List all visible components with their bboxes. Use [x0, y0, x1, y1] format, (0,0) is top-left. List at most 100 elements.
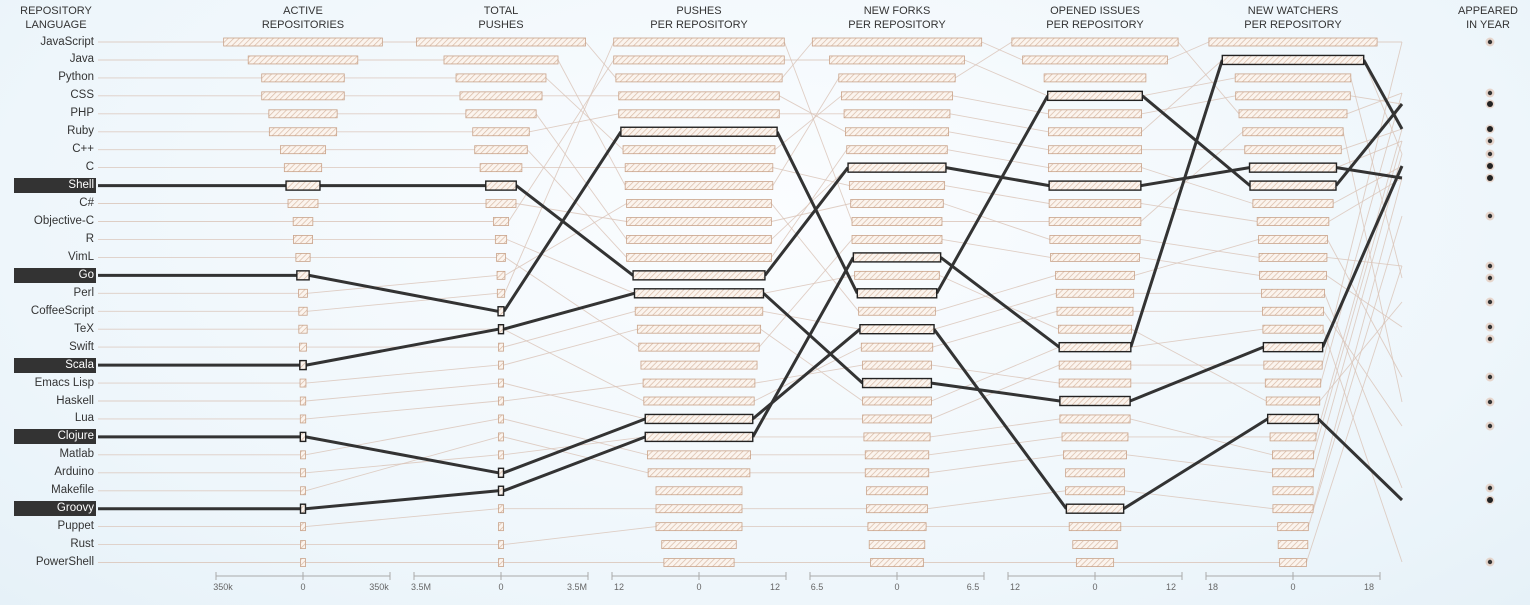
- language-label-emacs-lisp[interactable]: Emacs Lisp: [34, 376, 94, 389]
- bar: [1272, 468, 1314, 478]
- bar: [626, 235, 772, 244]
- bar: [661, 540, 737, 549]
- language-label-r[interactable]: R: [85, 232, 94, 245]
- bar: [868, 540, 926, 549]
- language-label-php[interactable]: PHP: [70, 107, 94, 120]
- bar: [638, 342, 760, 352]
- bar: [867, 522, 927, 532]
- bar: [1058, 360, 1132, 370]
- bar: [1048, 145, 1142, 155]
- language-label-matlab[interactable]: Matlab: [59, 448, 94, 461]
- year-dot: [1487, 90, 1493, 96]
- language-label-coffeescript[interactable]: CoffeeScript: [30, 304, 94, 317]
- bar: [838, 73, 956, 83]
- bar: [268, 109, 338, 119]
- language-label-objective-c[interactable]: Objective-C: [33, 215, 94, 227]
- bar: [496, 252, 506, 262]
- highlight-bar-shell: [847, 162, 947, 173]
- language-label-clojure[interactable]: Clojure: [14, 429, 96, 445]
- bar: [1277, 540, 1309, 549]
- language-label-go[interactable]: Go: [14, 267, 96, 283]
- column-header-opened-issues: OPENED ISSUES PER REPOSITORY: [1020, 4, 1170, 32]
- bar: [1264, 378, 1322, 388]
- bar: [295, 252, 311, 262]
- year-dot: [1487, 374, 1493, 380]
- bar: [1058, 378, 1132, 388]
- highlight-bar-groovy: [1221, 54, 1365, 66]
- connector-line: [98, 215, 1403, 546]
- bar: [1258, 235, 1328, 244]
- bar: [300, 522, 306, 532]
- highlight-bar-go: [296, 270, 310, 281]
- language-label-rust[interactable]: Rust: [70, 538, 94, 551]
- column-header-active-repos: ACTIVE REPOSITORIES: [228, 4, 378, 32]
- bar: [618, 109, 780, 119]
- bar: [863, 432, 931, 442]
- language-label-java[interactable]: Java: [69, 53, 94, 66]
- connector-line: [98, 59, 1403, 279]
- highlight-bar-go: [620, 126, 778, 137]
- language-label-javascript[interactable]: JavaScript: [40, 35, 94, 48]
- bar: [459, 91, 543, 101]
- language-header-line1: REPOSITORY: [20, 5, 92, 17]
- language-label-groovy[interactable]: Groovy: [14, 501, 96, 517]
- language-label-swift[interactable]: Swift: [69, 340, 94, 353]
- language-label-makefile[interactable]: Makefile: [51, 484, 94, 497]
- bar: [858, 306, 936, 316]
- bar: [841, 91, 953, 101]
- language-label-c[interactable]: C: [85, 161, 94, 174]
- language-label-perl[interactable]: Perl: [73, 286, 94, 299]
- bar: [465, 109, 537, 119]
- connector-line: [98, 153, 1403, 492]
- bar: [1063, 450, 1127, 460]
- bar: [1262, 306, 1324, 316]
- bar: [663, 558, 735, 567]
- connector-line: [98, 167, 1403, 222]
- tick-label: 18: [1363, 582, 1375, 592]
- bar: [1048, 109, 1142, 119]
- language-label-lua[interactable]: Lua: [74, 412, 94, 425]
- header-line2: PER REPOSITORY: [1244, 19, 1342, 31]
- bar: [496, 288, 506, 298]
- column-header-pushes-per-repo: PUSHES PER REPOSITORY: [624, 4, 774, 32]
- bar: [1279, 558, 1307, 567]
- connector-line: [98, 238, 1403, 402]
- language-label-arduino[interactable]: Arduino: [54, 466, 94, 479]
- highlight-bar-shell: [1048, 180, 1142, 191]
- connector-line: [98, 149, 1403, 258]
- highlight-line-clojure: [98, 328, 1404, 510]
- header-line2: PER REPOSITORY: [650, 19, 748, 31]
- language-label-c-[interactable]: C++: [72, 143, 94, 156]
- bar: [626, 252, 772, 262]
- year-dot: [1487, 275, 1493, 281]
- bar: [498, 432, 504, 442]
- bar: [640, 360, 758, 370]
- language-label-python[interactable]: Python: [58, 71, 94, 84]
- language-label-puppet[interactable]: Puppet: [57, 520, 94, 533]
- tick-label: 6.5: [810, 582, 824, 592]
- bar: [851, 235, 943, 244]
- bar: [1234, 73, 1352, 83]
- language-label-haskell[interactable]: Haskell: [56, 394, 94, 407]
- language-label-css[interactable]: CSS: [70, 89, 94, 102]
- bar: [1208, 37, 1378, 47]
- tick-label: 0: [300, 582, 306, 592]
- tick-label: 12: [1165, 582, 1177, 592]
- year-dot: [1487, 138, 1493, 144]
- bar: [498, 360, 504, 370]
- highlight-bar-shell: [285, 180, 321, 191]
- bar: [300, 450, 306, 460]
- language-label-ruby[interactable]: Ruby: [67, 125, 94, 138]
- language-label-viml[interactable]: VimL: [68, 250, 94, 263]
- bar: [298, 288, 308, 298]
- bar: [1058, 324, 1132, 334]
- language-label-c-[interactable]: C#: [79, 197, 94, 210]
- language-label-scala[interactable]: Scala: [14, 357, 96, 373]
- bar: [300, 468, 306, 478]
- bar: [498, 558, 504, 567]
- bar: [1048, 163, 1142, 173]
- language-label-powershell[interactable]: PowerShell: [35, 556, 94, 569]
- bar: [829, 55, 965, 65]
- language-label-tex[interactable]: TeX: [74, 322, 94, 335]
- language-label-shell[interactable]: Shell: [14, 178, 96, 194]
